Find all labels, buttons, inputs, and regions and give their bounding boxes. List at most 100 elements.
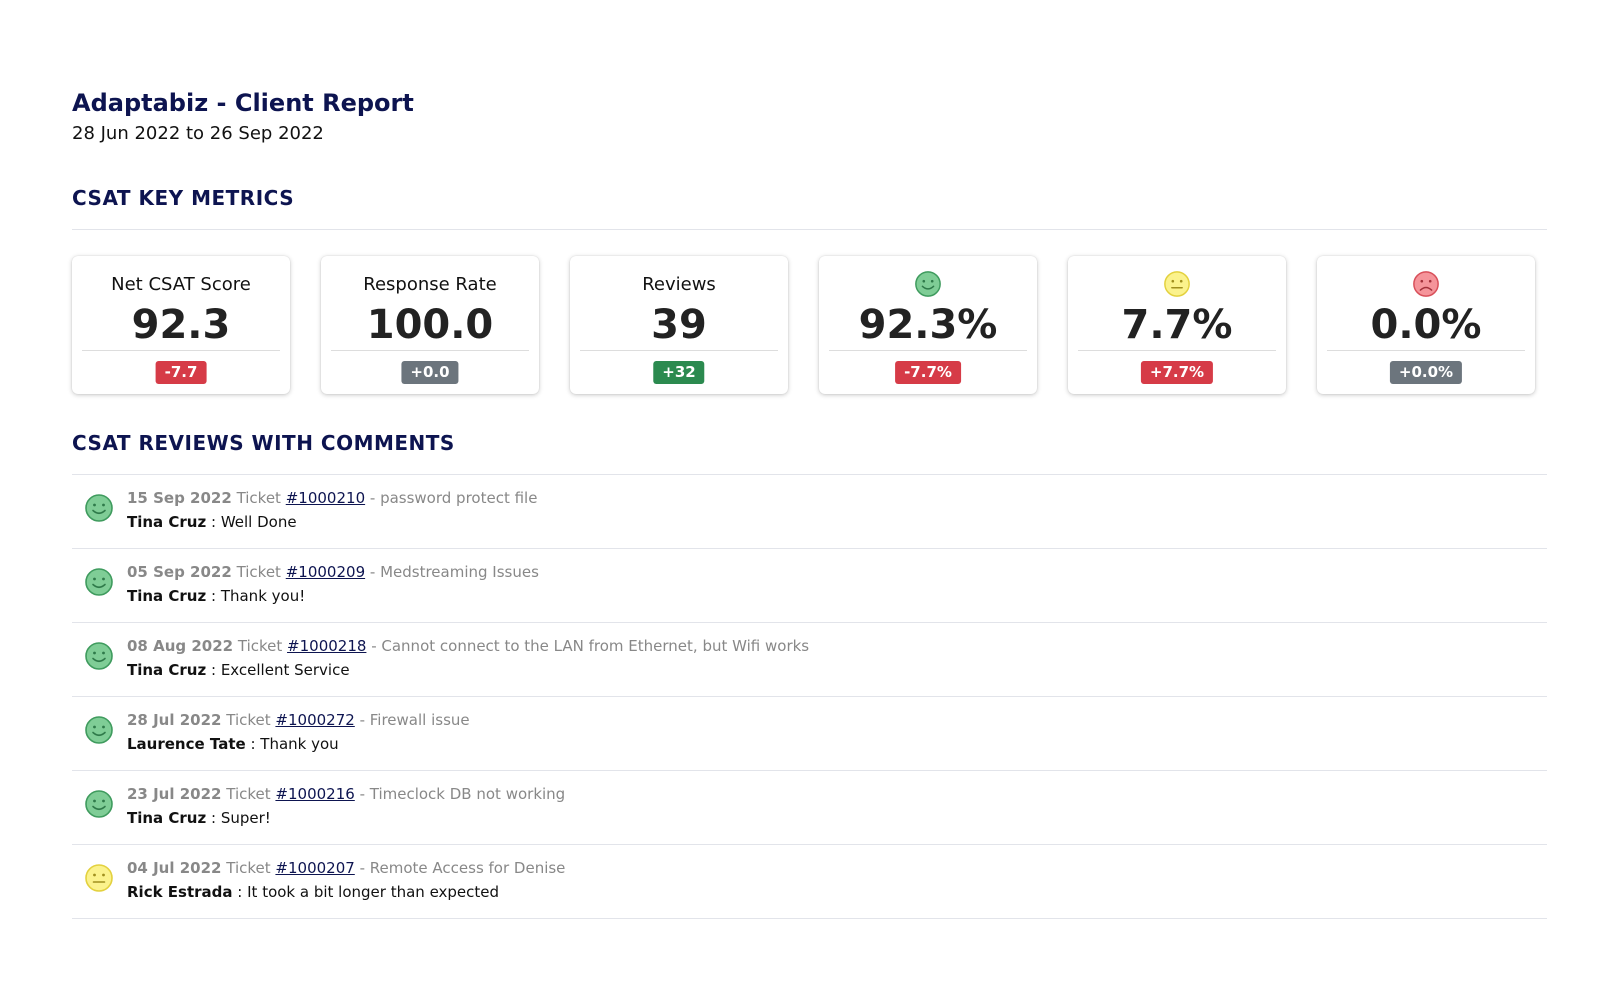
review-meta: 04 Jul 2022 Ticket #1000207 - Remote Acc…	[127, 858, 565, 878]
review-comment: Rick Estrada : It took a bit longer than…	[127, 882, 499, 902]
ticket-link[interactable]: #1000216	[275, 785, 355, 803]
ticket-link[interactable]: #1000209	[285, 563, 366, 581]
ticket-word: Ticket	[226, 859, 271, 877]
report-page: Adaptabiz - Client Report 28 Jun 2022 to…	[72, 88, 1547, 919]
happy-face-icon	[84, 493, 114, 523]
card-divider	[82, 350, 280, 351]
ticket-subject: - Firewall issue	[359, 711, 470, 729]
metric-label: Reviews	[642, 274, 716, 295]
ticket-subject: - Medstreaming Issues	[369, 563, 539, 581]
metric-card: Net CSAT Score 92.3 -7.7	[72, 256, 290, 394]
metric-cards: Net CSAT Score 92.3 -7.7 Response Rate 100.0…	[72, 256, 1547, 394]
review-date: 23 Jul 2022	[127, 785, 222, 803]
metric-card: 7.7% +7.7%	[1068, 256, 1286, 394]
metric-value: 100.0	[366, 302, 494, 348]
review-row: 08 Aug 2022 Ticket #1000218 - Cannot con…	[72, 623, 1547, 697]
review-date: 15 Sep 2022	[127, 489, 232, 507]
metric-card: 92.3% -7.7%	[819, 256, 1037, 394]
metric-card: 0.0% +0.0%	[1317, 256, 1535, 394]
metric-delta-badge: +0.0%	[1389, 361, 1463, 384]
metrics-section: CSAT KEY METRICS Net CSAT Score 92.3 -7.7 R…	[72, 185, 1547, 394]
review-date: 08 Aug 2022	[127, 637, 234, 655]
review-row: 15 Sep 2022 Ticket #1000210 - password p…	[72, 475, 1547, 549]
ticket-subject: - Cannot connect to the LAN from Etherne…	[371, 637, 810, 655]
ticket-link[interactable]: #1000210	[285, 489, 366, 507]
metric-value: 39	[651, 302, 707, 348]
metric-value: 0.0%	[1370, 302, 1482, 348]
metrics-section-title: CSAT KEY METRICS	[72, 186, 295, 210]
neutral-face-icon	[1068, 270, 1286, 298]
review-date: 04 Jul 2022	[127, 859, 222, 877]
metric-delta-badge: +0.0	[401, 361, 459, 384]
metric-delta-badge: -7.7	[155, 361, 207, 384]
metric-value: 7.7%	[1121, 302, 1233, 348]
review-meta: 08 Aug 2022 Ticket #1000218 - Cannot con…	[127, 636, 809, 656]
review-row: 23 Jul 2022 Ticket #1000216 - Timeclock …	[72, 771, 1547, 845]
ticket-word: Ticket	[237, 637, 283, 655]
ticket-link[interactable]: #1000272	[275, 711, 355, 729]
comment-text: : Well Done	[211, 513, 297, 531]
ticket-word: Ticket	[226, 785, 271, 803]
reviewer-name: Tina Cruz	[127, 661, 207, 679]
ticket-word: Ticket	[226, 711, 271, 729]
review-meta: 15 Sep 2022 Ticket #1000210 - password p…	[127, 488, 537, 508]
ticket-subject: - Timeclock DB not working	[359, 785, 566, 803]
happy-face-icon	[84, 567, 114, 597]
card-divider	[1327, 350, 1525, 351]
ticket-subject: - password protect file	[369, 489, 538, 507]
metric-value: 92.3	[131, 302, 231, 348]
comment-text: : Excellent Service	[211, 661, 350, 679]
neutral-face-icon	[84, 863, 114, 893]
ticket-word: Ticket	[236, 563, 281, 581]
review-row: 04 Jul 2022 Ticket #1000207 - Remote Acc…	[72, 845, 1547, 919]
metric-card: Response Rate 100.0 +0.0	[321, 256, 539, 394]
card-divider	[580, 350, 778, 351]
happy-face-icon	[84, 715, 114, 745]
reviewer-name: Laurence Tate	[127, 735, 246, 753]
ticket-word: Ticket	[236, 489, 281, 507]
ticket-subject: - Remote Access for Denise	[359, 859, 566, 877]
review-row: 28 Jul 2022 Ticket #1000272 - Firewall i…	[72, 697, 1547, 771]
review-comment: Tina Cruz : Thank you!	[127, 586, 305, 606]
metric-delta-badge: -7.7%	[895, 361, 961, 384]
metric-delta-badge: +32	[653, 361, 705, 384]
review-date: 05 Sep 2022	[127, 563, 232, 581]
metric-card: Reviews 39 +32	[570, 256, 788, 394]
card-divider	[331, 350, 529, 351]
comment-text: : Super!	[211, 809, 271, 827]
happy-face-icon	[819, 270, 1037, 298]
sad-face-icon	[1317, 270, 1535, 298]
review-date: 28 Jul 2022	[127, 711, 222, 729]
reviews-section: CSAT REVIEWS WITH COMMENTS 15 Sep 2022 T…	[72, 430, 1547, 919]
review-comment: Laurence Tate : Thank you	[127, 734, 339, 754]
card-divider	[829, 350, 1027, 351]
review-comment: Tina Cruz : Super!	[127, 808, 271, 828]
comment-text: : Thank you	[250, 735, 339, 753]
comment-text: : Thank you!	[211, 587, 306, 605]
review-meta: 23 Jul 2022 Ticket #1000216 - Timeclock …	[127, 784, 565, 804]
comment-text: : It took a bit longer than expected	[237, 883, 500, 901]
reviews-section-title: CSAT REVIEWS WITH COMMENTS	[72, 431, 455, 455]
review-comment: Tina Cruz : Excellent Service	[127, 660, 350, 680]
metric-delta-badge: +7.7%	[1140, 361, 1214, 384]
ticket-link[interactable]: #1000207	[275, 859, 355, 877]
reviewer-name: Tina Cruz	[127, 809, 207, 827]
review-meta: 05 Sep 2022 Ticket #1000209 - Medstreami…	[127, 562, 539, 582]
happy-face-icon	[84, 789, 114, 819]
report-date-range: 28 Jun 2022 to 26 Sep 2022	[72, 123, 324, 144]
card-divider	[1078, 350, 1276, 351]
metric-label: Net CSAT Score	[111, 274, 251, 295]
happy-face-icon	[84, 641, 114, 671]
metric-value: 92.3%	[858, 302, 998, 348]
section-divider	[72, 229, 1547, 230]
review-meta: 28 Jul 2022 Ticket #1000272 - Firewall i…	[127, 710, 470, 730]
reviewer-name: Rick Estrada	[127, 883, 233, 901]
reviews-list: 15 Sep 2022 Ticket #1000210 - password p…	[72, 474, 1547, 919]
review-comment: Tina Cruz : Well Done	[127, 512, 297, 532]
reviewer-name: Tina Cruz	[127, 513, 207, 531]
metric-label: Response Rate	[363, 274, 497, 295]
reviewer-name: Tina Cruz	[127, 587, 207, 605]
review-row: 05 Sep 2022 Ticket #1000209 - Medstreami…	[72, 549, 1547, 623]
report-title: Adaptabiz - Client Report	[72, 89, 414, 117]
ticket-link[interactable]: #1000218	[287, 637, 367, 655]
